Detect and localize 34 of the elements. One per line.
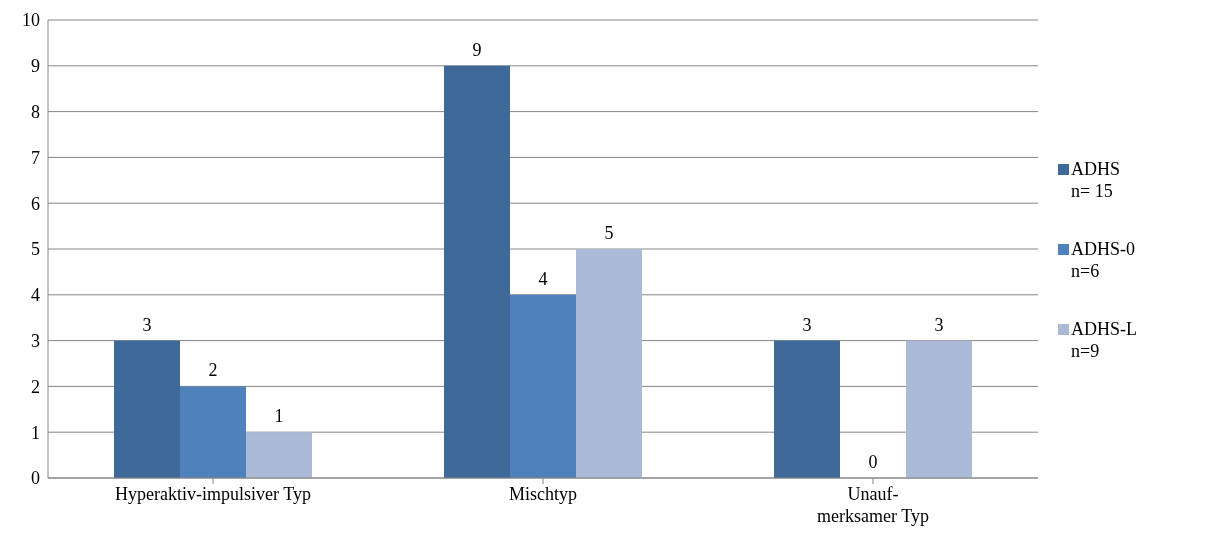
y-tick-label: 8 [31,101,40,122]
x-tick-label: Mischtyp [508,484,578,504]
data-label: 1 [274,406,284,427]
data-label: 4 [538,268,548,289]
x-tick-label: Hyperaktiv-impulsiver Typ [115,484,311,504]
bar [774,340,840,478]
y-tick-label: 10 [22,10,40,31]
data-label: 3 [802,314,812,335]
data-label: 5 [604,223,614,243]
legend-label: ADHS-0 n=6 [1071,238,1136,282]
x-tick-label: Unauf- merksamer Typ [817,484,929,526]
bar [906,340,972,478]
bar [510,294,576,478]
y-tick-label: 5 [31,239,40,260]
data-label: 0 [868,452,878,472]
y-tick-label: 9 [31,56,40,77]
bar [114,340,180,478]
data-label: 3 [142,314,152,335]
data-label: 3 [934,314,944,335]
y-tick-label: 6 [31,193,40,214]
legend-label: ADHS-L n=9 [1071,318,1137,362]
y-tick-label: 2 [31,376,40,397]
y-tick-label: 7 [31,147,40,168]
y-tick-label: 0 [31,468,40,489]
data-label: 2 [208,360,218,381]
y-tick-label: 1 [31,422,40,443]
bar [246,432,312,478]
bar [444,65,510,478]
y-tick-label: 3 [31,330,40,351]
bar [180,386,246,478]
y-tick-label: 4 [31,285,40,306]
legend-label: ADHS n= 15 [1071,158,1121,202]
data-label: 9 [472,39,482,60]
bar [576,249,642,478]
